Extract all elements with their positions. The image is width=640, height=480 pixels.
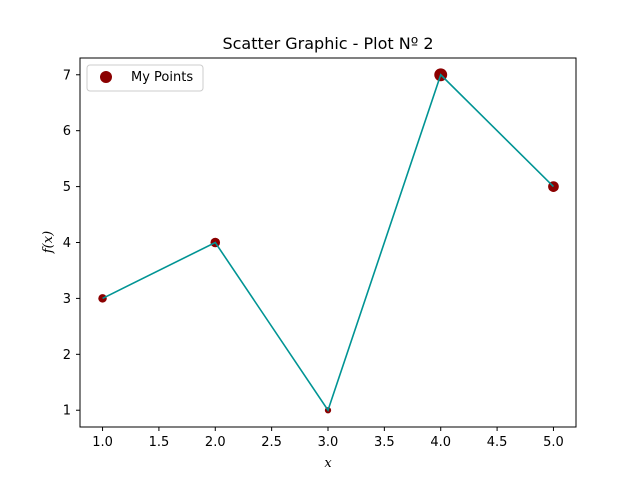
x-tick-label: 1.5 xyxy=(149,435,170,450)
y-tick-label: 1 xyxy=(63,404,71,419)
x-tick-label: 5.0 xyxy=(543,435,564,450)
y-tick-label: 3 xyxy=(63,292,71,307)
y-tick-label: 4 xyxy=(63,236,71,251)
y-tick-label: 7 xyxy=(63,68,71,83)
y-tick-label: 6 xyxy=(63,124,71,139)
y-tick-label: 2 xyxy=(63,348,71,363)
x-tick-label: 4.5 xyxy=(487,435,508,450)
x-tick-label: 1.0 xyxy=(92,435,113,450)
legend-label: My Points xyxy=(131,70,193,85)
x-tick-label: 3.0 xyxy=(318,435,339,450)
x-axis-label: x xyxy=(324,456,332,471)
series-line xyxy=(102,73,555,413)
legend: My Points xyxy=(86,64,204,92)
legend-marker xyxy=(100,71,112,83)
x-tick-label: 3.5 xyxy=(374,435,395,450)
x-tick-label: 2.5 xyxy=(261,435,282,450)
y-axis-label: f(x) xyxy=(41,231,56,254)
y-tick-label: 5 xyxy=(63,180,71,195)
chart-title: Scatter Graphic - Plot Nº 2 xyxy=(222,34,433,53)
x-tick-label: 4.0 xyxy=(430,435,451,450)
x-tick-label: 2.0 xyxy=(205,435,226,450)
legend-box xyxy=(86,64,204,92)
